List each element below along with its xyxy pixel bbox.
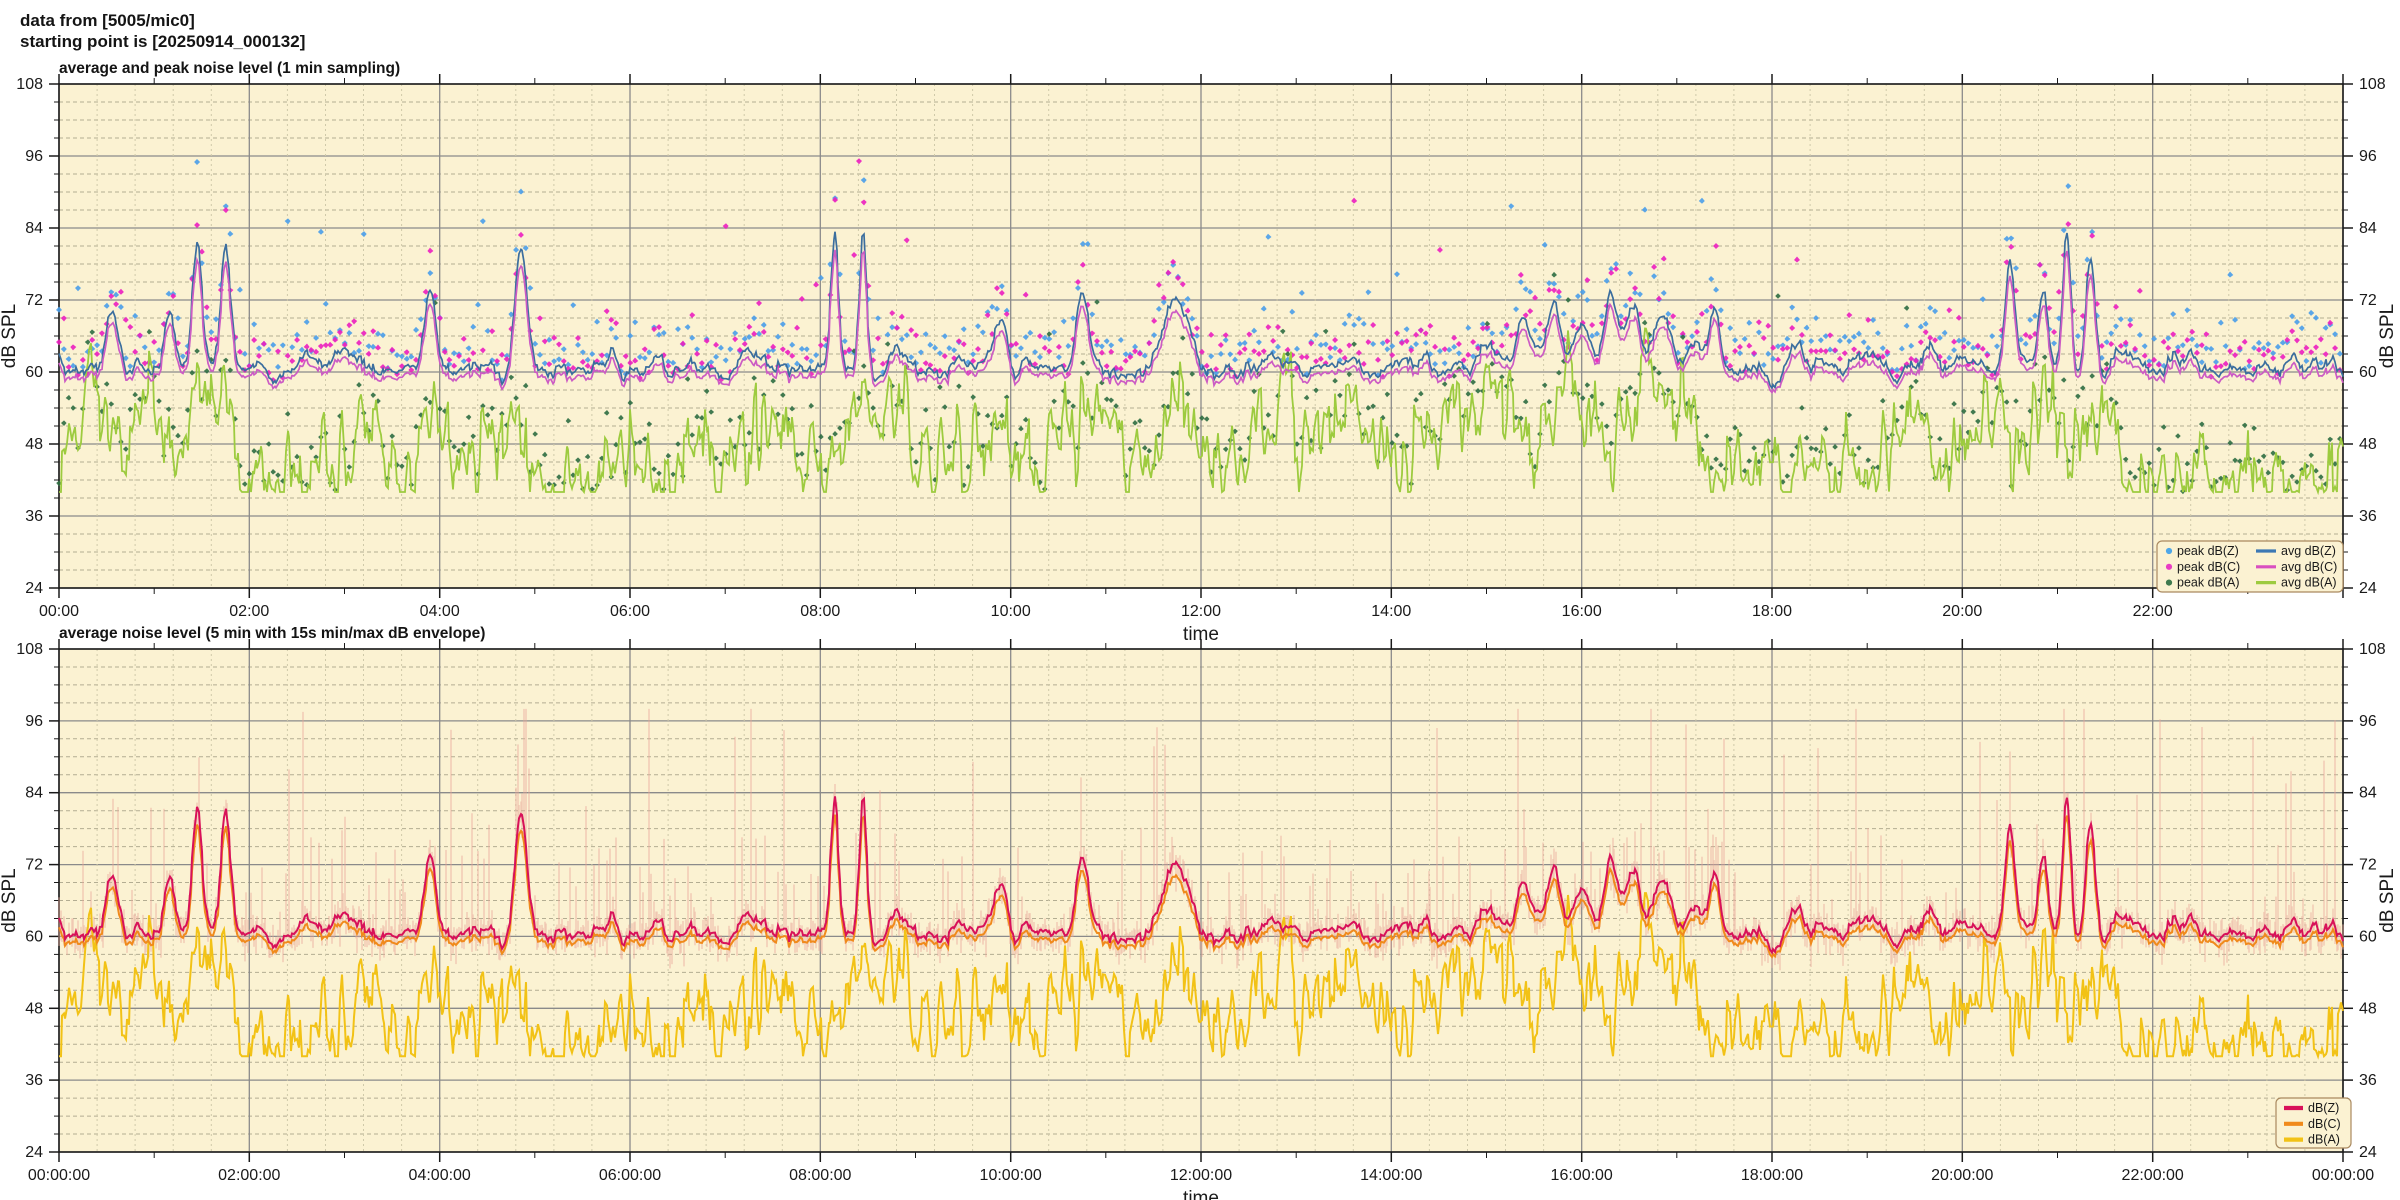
- svg-text:48: 48: [25, 1000, 43, 1017]
- svg-text:18:00:00: 18:00:00: [1741, 1167, 1803, 1184]
- svg-text:36: 36: [2359, 508, 2377, 525]
- svg-text:22:00: 22:00: [2133, 603, 2173, 620]
- svg-text:14:00:00: 14:00:00: [1360, 1167, 1422, 1184]
- svg-text:12:00: 12:00: [1181, 603, 1221, 620]
- svg-text:84: 84: [2359, 785, 2377, 802]
- svg-text:24: 24: [2359, 1144, 2377, 1161]
- svg-text:avg dB(C): avg dB(C): [2281, 560, 2337, 574]
- svg-text:00:00:00: 00:00:00: [28, 1167, 90, 1184]
- svg-text:24: 24: [25, 1144, 43, 1161]
- svg-text:dB(A): dB(A): [2308, 1133, 2340, 1147]
- svg-text:02:00: 02:00: [229, 603, 269, 620]
- svg-text:36: 36: [2359, 1072, 2377, 1089]
- svg-text:08:00:00: 08:00:00: [789, 1167, 851, 1184]
- svg-text:10:00:00: 10:00:00: [980, 1167, 1042, 1184]
- svg-text:00:00: 00:00: [39, 603, 79, 620]
- svg-text:08:00: 08:00: [800, 603, 840, 620]
- svg-text:peak dB(C): peak dB(C): [2177, 560, 2240, 574]
- svg-text:96: 96: [2359, 148, 2377, 165]
- svg-text:48: 48: [2359, 436, 2377, 453]
- svg-text:dB(C): dB(C): [2308, 1117, 2341, 1131]
- svg-text:20:00:00: 20:00:00: [1931, 1167, 1993, 1184]
- svg-text:00:00:00: 00:00:00: [2312, 1167, 2374, 1184]
- svg-text:72: 72: [25, 292, 43, 309]
- svg-text:04:00: 04:00: [420, 603, 460, 620]
- svg-text:48: 48: [2359, 1000, 2377, 1017]
- svg-text:12:00:00: 12:00:00: [1170, 1167, 1232, 1184]
- svg-text:06:00:00: 06:00:00: [599, 1167, 661, 1184]
- svg-text:84: 84: [2359, 220, 2377, 237]
- svg-text:dB SPL: dB SPL: [2377, 868, 2398, 932]
- svg-text:20:00: 20:00: [1942, 603, 1982, 620]
- svg-text:peak dB(Z): peak dB(Z): [2177, 544, 2239, 558]
- svg-text:36: 36: [25, 508, 43, 525]
- svg-text:108: 108: [16, 641, 43, 658]
- svg-text:dB SPL: dB SPL: [0, 304, 20, 368]
- svg-text:18:00: 18:00: [1752, 603, 1792, 620]
- svg-text:10:00: 10:00: [991, 603, 1031, 620]
- svg-text:dB SPL: dB SPL: [2377, 304, 2398, 368]
- svg-text:72: 72: [2359, 292, 2377, 309]
- svg-text:60: 60: [2359, 928, 2377, 945]
- svg-text:48: 48: [25, 436, 43, 453]
- svg-text:average noise level (5 min wit: average noise level (5 min with 15s min/…: [59, 625, 485, 642]
- svg-text:avg dB(A): avg dB(A): [2281, 576, 2337, 590]
- svg-text:60: 60: [2359, 364, 2377, 381]
- svg-text:time: time: [1183, 1188, 1219, 1200]
- svg-text:84: 84: [25, 220, 43, 237]
- svg-text:average and peak noise level (: average and peak noise level (1 min samp…: [59, 60, 400, 77]
- svg-text:96: 96: [25, 713, 43, 730]
- svg-text:108: 108: [2359, 641, 2386, 658]
- svg-text:dB(Z): dB(Z): [2308, 1101, 2339, 1115]
- svg-text:avg dB(Z): avg dB(Z): [2281, 544, 2336, 558]
- svg-text:24: 24: [25, 580, 43, 597]
- svg-text:24: 24: [2359, 580, 2377, 597]
- svg-text:96: 96: [25, 148, 43, 165]
- svg-text:22:00:00: 22:00:00: [2122, 1167, 2184, 1184]
- svg-text:36: 36: [25, 1072, 43, 1089]
- svg-text:peak dB(A): peak dB(A): [2177, 576, 2240, 590]
- svg-text:108: 108: [2359, 76, 2386, 93]
- svg-text:16:00:00: 16:00:00: [1551, 1167, 1613, 1184]
- svg-text:108: 108: [16, 76, 43, 93]
- svg-text:16:00: 16:00: [1562, 603, 1602, 620]
- svg-text:60: 60: [25, 364, 43, 381]
- svg-text:96: 96: [2359, 713, 2377, 730]
- svg-text:72: 72: [2359, 857, 2377, 874]
- svg-text:04:00:00: 04:00:00: [409, 1167, 471, 1184]
- svg-text:84: 84: [25, 785, 43, 802]
- svg-text:14:00: 14:00: [1371, 603, 1411, 620]
- svg-text:72: 72: [25, 857, 43, 874]
- svg-text:02:00:00: 02:00:00: [218, 1167, 280, 1184]
- svg-text:60: 60: [25, 928, 43, 945]
- svg-text:dB SPL: dB SPL: [0, 868, 20, 932]
- svg-text:06:00: 06:00: [610, 603, 650, 620]
